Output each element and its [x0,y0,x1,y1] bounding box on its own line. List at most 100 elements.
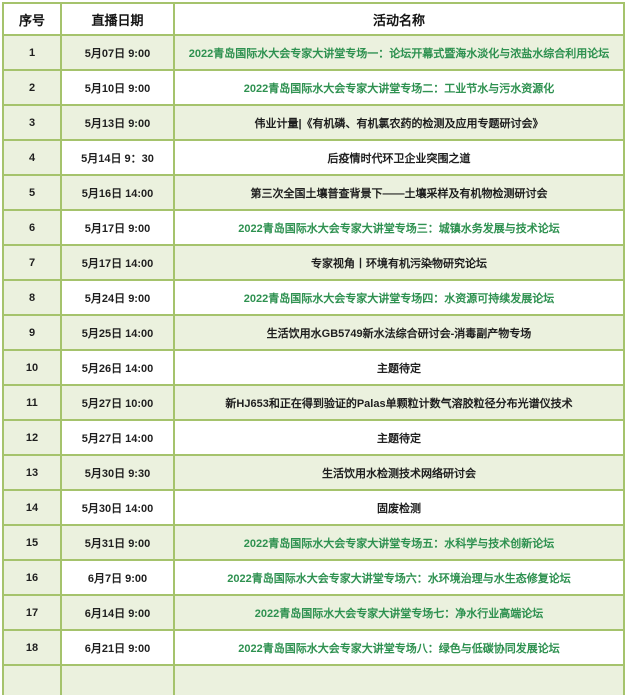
table-row: 5 5月16日 14:00 第三次全国土壤普查背景下——土壤采样及有机物检测研讨会 [2,174,625,211]
broadcast-date-cell: 5月07日 9:00 [60,34,175,71]
table-row: 2 5月10日 9:00 2022青岛国际水大会专家大讲堂专场二：工业节水与污水资源… [2,69,625,106]
event-title-cell: 后疫情时代环卫企业突围之道 [173,139,625,176]
table-row: 11 5月27日 10:00 新HJ653和正在得到验证的Palas单颗粒计数气溶胶… [2,384,625,421]
table-row-partial [2,664,625,695]
schedule-table: 序号 直播日期 活动名称 1 5月07日 9:00 2022青岛国际水大会专家大讲堂… [2,2,625,695]
event-title-link[interactable]: 2022青岛国际水大会专家大讲堂专场五：水科学与技术创新论坛 [243,537,555,550]
header-row: 序号 直播日期 活动名称 [2,2,625,36]
broadcast-date-cell: 5月17日 9:00 [60,209,175,246]
broadcast-date-cell: 6月14日 9:00 [60,594,175,631]
row-index-cell: 12 [2,419,62,456]
event-title-cell: 2022青岛国际水大会专家大讲堂专场七：净水行业高端论坛 [173,594,625,631]
event-title-text: 主题待定 [377,432,421,445]
event-title-cell: 主题待定 [173,349,625,386]
table-row: 3 5月13日 9:00 伟业计量|《有机磷、有机氯农药的检测及应用专题研讨会》 [2,104,625,141]
event-title-cell: 2022青岛国际水大会专家大讲堂专场六：水环境治理与水生态修复论坛 [173,559,625,596]
broadcast-date-cell: 5月16日 14:00 [60,174,175,211]
schedule-table-body: 1 5月07日 9:00 2022青岛国际水大会专家大讲堂专场一：论坛开幕式暨海水淡… [2,34,625,695]
row-index-cell: 10 [2,349,62,386]
event-title-link[interactable]: 2022青岛国际水大会专家大讲堂专场四：水资源可持续发展论坛 [243,292,555,305]
event-title-text: 主题待定 [377,362,421,375]
column-header-broadcast-date: 直播日期 [60,2,175,36]
table-row: 18 6月21日 9:00 2022青岛国际水大会专家大讲堂专场八：绿色与低碳协同发… [2,629,625,666]
table-row: 10 5月26日 14:00 主题待定 [2,349,625,386]
broadcast-date-cell: 5月25日 14:00 [60,314,175,351]
broadcast-date-cell: 5月30日 9:30 [60,454,175,491]
event-title-cell: 伟业计量|《有机磷、有机氯农药的检测及应用专题研讨会》 [173,104,625,141]
row-index-cell: 2 [2,69,62,106]
broadcast-date-cell: 6月21日 9:00 [60,629,175,666]
event-title-text: 生活饮用水检测技术网络研讨会 [322,467,476,480]
event-title-cell [173,664,625,695]
row-index-cell: 15 [2,524,62,561]
table-row: 4 5月14日 9：30 后疫情时代环卫企业突围之道 [2,139,625,176]
table-row: 14 5月30日 14:00 固废检测 [2,489,625,526]
table-row: 15 5月31日 9:00 2022青岛国际水大会专家大讲堂专场五：水科学与技术创新… [2,524,625,561]
event-title-text: 第三次全国土壤普查背景下——土壤采样及有机物检测研讨会 [250,187,548,200]
row-index-cell: 3 [2,104,62,141]
row-index-cell: 13 [2,454,62,491]
event-title-cell: 2022青岛国际水大会专家大讲堂专场一：论坛开幕式暨海水淡化与浓盐水综合利用论坛 [173,34,625,71]
broadcast-date-cell: 5月10日 9:00 [60,69,175,106]
table-row: 9 5月25日 14:00 生活饮用水GB5749新水法综合研讨会-消毒副产物专场 [2,314,625,351]
event-title-link[interactable]: 2022青岛国际水大会专家大讲堂专场二：工业节水与污水资源化 [243,82,555,95]
row-index-cell: 9 [2,314,62,351]
event-title-text: 伟业计量|《有机磷、有机氯农药的检测及应用专题研讨会》 [254,117,544,130]
event-title-link[interactable]: 2022青岛国际水大会专家大讲堂专场三：城镇水务发展与技术论坛 [238,222,560,235]
row-index-cell: 6 [2,209,62,246]
row-index-cell: 7 [2,244,62,281]
row-index-cell: 4 [2,139,62,176]
row-index-cell [2,664,62,695]
row-index-cell: 11 [2,384,62,421]
schedule-table-header: 序号 直播日期 活动名称 [2,2,625,36]
broadcast-date-cell: 5月17日 14:00 [60,244,175,281]
row-index-cell: 18 [2,629,62,666]
broadcast-date-cell: 5月24日 9:00 [60,279,175,316]
event-title-link[interactable]: 2022青岛国际水大会专家大讲堂专场七：净水行业高端论坛 [254,607,544,620]
row-index-cell: 14 [2,489,62,526]
column-header-event-name: 活动名称 [173,2,625,36]
event-title-text: 后疫情时代环卫企业突围之道 [327,152,471,165]
table-row: 6 5月17日 9:00 2022青岛国际水大会专家大讲堂专场三：城镇水务发展与技术… [2,209,625,246]
event-title-text: 专家视角丨环境有机污染物研究论坛 [311,257,487,270]
broadcast-date-cell: 5月27日 10:00 [60,384,175,421]
broadcast-date-cell: 5月26日 14:00 [60,349,175,386]
event-title-cell: 2022青岛国际水大会专家大讲堂专场五：水科学与技术创新论坛 [173,524,625,561]
event-title-link[interactable]: 2022青岛国际水大会专家大讲堂专场一：论坛开幕式暨海水淡化与浓盐水综合利用论坛 [188,47,610,60]
broadcast-date-cell: 5月14日 9：30 [60,139,175,176]
row-index-cell: 5 [2,174,62,211]
table-row: 13 5月30日 9:30 生活饮用水检测技术网络研讨会 [2,454,625,491]
broadcast-date-cell: 5月27日 14:00 [60,419,175,456]
event-title-cell: 专家视角丨环境有机污染物研究论坛 [173,244,625,281]
event-title-cell: 2022青岛国际水大会专家大讲堂专场三：城镇水务发展与技术论坛 [173,209,625,246]
event-title-text: 固废检测 [377,502,421,515]
row-index-cell: 17 [2,594,62,631]
event-title-cell: 生活饮用水检测技术网络研讨会 [173,454,625,491]
broadcast-date-cell: 5月31日 9:00 [60,524,175,561]
event-title-cell: 2022青岛国际水大会专家大讲堂专场二：工业节水与污水资源化 [173,69,625,106]
table-row: 16 6月7日 9:00 2022青岛国际水大会专家大讲堂专场六：水环境治理与水生态… [2,559,625,596]
table-row: 1 5月07日 9:00 2022青岛国际水大会专家大讲堂专场一：论坛开幕式暨海水淡… [2,34,625,71]
table-row: 12 5月27日 14:00 主题待定 [2,419,625,456]
row-index-cell: 1 [2,34,62,71]
event-title-cell: 第三次全国土壤普查背景下——土壤采样及有机物检测研讨会 [173,174,625,211]
event-title-cell: 新HJ653和正在得到验证的Palas单颗粒计数气溶胶粒径分布光谱仪技术 [173,384,625,421]
table-row: 7 5月17日 14:00 专家视角丨环境有机污染物研究论坛 [2,244,625,281]
event-title-text: 生活饮用水GB5749新水法综合研讨会-消毒副产物专场 [266,327,532,340]
event-title-cell: 主题待定 [173,419,625,456]
table-row: 8 5月24日 9:00 2022青岛国际水大会专家大讲堂专场四：水资源可持续发展论… [2,279,625,316]
broadcast-date-cell [60,664,175,695]
event-title-cell: 2022青岛国际水大会专家大讲堂专场四：水资源可持续发展论坛 [173,279,625,316]
broadcast-date-cell: 5月30日 14:00 [60,489,175,526]
event-title-cell: 生活饮用水GB5749新水法综合研讨会-消毒副产物专场 [173,314,625,351]
event-title-cell: 2022青岛国际水大会专家大讲堂专场八：绿色与低碳协同发展论坛 [173,629,625,666]
column-header-index: 序号 [2,2,62,36]
row-index-cell: 16 [2,559,62,596]
event-title-cell: 固废检测 [173,489,625,526]
event-title-text: 新HJ653和正在得到验证的Palas单颗粒计数气溶胶粒径分布光谱仪技术 [225,397,573,410]
broadcast-date-cell: 6月7日 9:00 [60,559,175,596]
event-title-link[interactable]: 2022青岛国际水大会专家大讲堂专场八：绿色与低碳协同发展论坛 [238,642,560,655]
row-index-cell: 8 [2,279,62,316]
event-title-link[interactable]: 2022青岛国际水大会专家大讲堂专场六：水环境治理与水生态修复论坛 [227,572,571,585]
